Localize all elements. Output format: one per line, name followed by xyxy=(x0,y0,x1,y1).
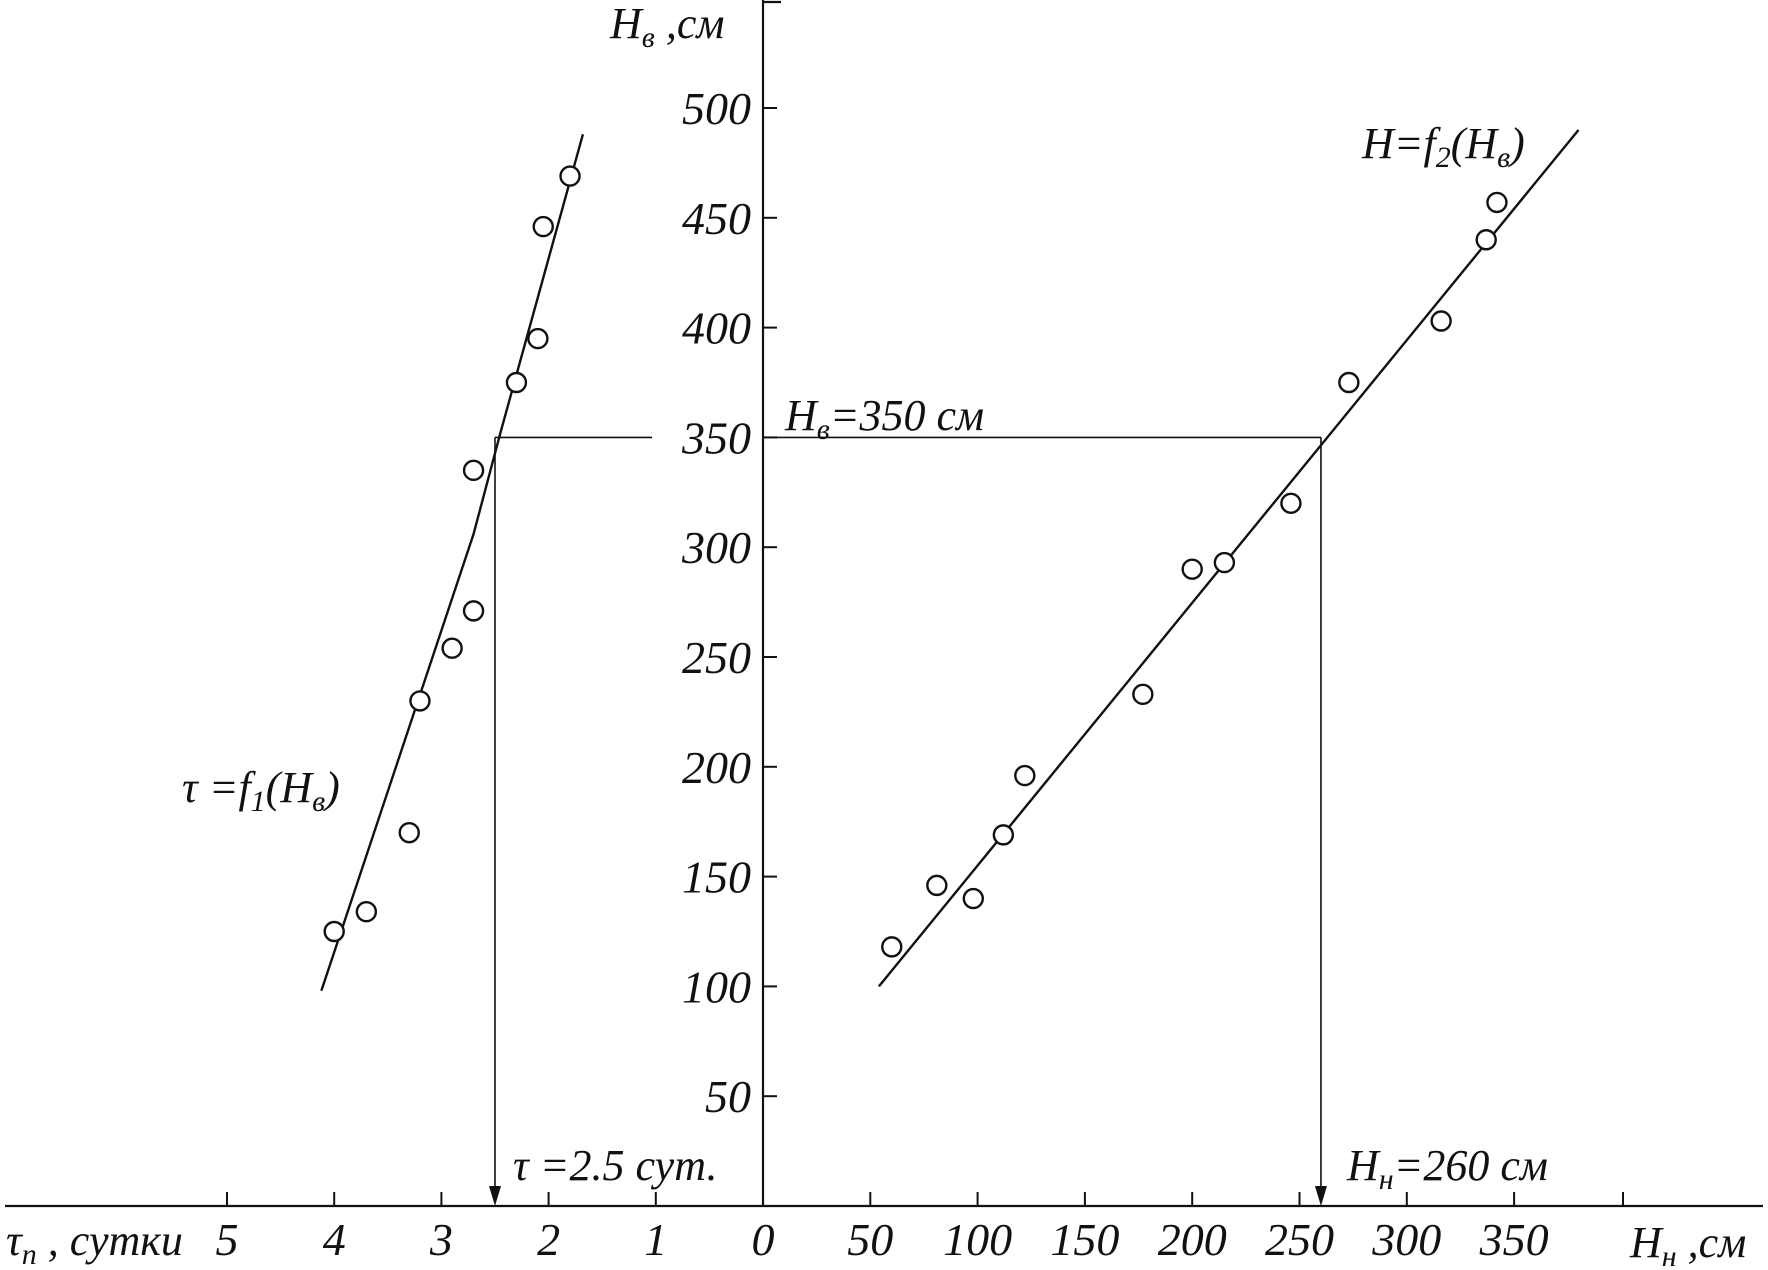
y-tick-label: 100 xyxy=(682,961,751,1012)
x-right-tick-label: 150 xyxy=(1050,1214,1119,1265)
x-right-axis-label-unit: ,см xyxy=(1677,1218,1747,1267)
series-label-2: H=f2(Hв) xyxy=(1361,119,1525,174)
data-point-series-1 xyxy=(559,165,581,187)
x-left-tick-label: 5 xyxy=(216,1214,239,1265)
x-left-tick-label: 2 xyxy=(537,1214,560,1265)
x-left-axis-label-unit: , сутки xyxy=(37,1216,183,1265)
y-tick-label: 350 xyxy=(681,412,751,463)
data-point-series-1 xyxy=(323,920,345,943)
x-left-axis-label-sub: n xyxy=(22,1238,37,1270)
y-axis-label-unit: ,см xyxy=(655,0,725,48)
x-left-tick-label: 1 xyxy=(644,1214,667,1265)
x-right-tick-label: 250 xyxy=(1265,1214,1334,1265)
y-axis-label-main: H xyxy=(609,0,644,48)
hn-arrowhead xyxy=(1314,1186,1327,1206)
data-point-series-2 xyxy=(1014,764,1036,787)
x-right-tick-label: 50 xyxy=(847,1214,893,1265)
hv-annotation-sub: в xyxy=(817,413,830,446)
series-label-sub2: в xyxy=(1497,141,1510,174)
y-tick-label: 500 xyxy=(682,83,751,134)
series-label-sub1: 2 xyxy=(1436,141,1451,174)
data-point-series-1 xyxy=(505,371,528,394)
data-point-series-2 xyxy=(1213,551,1236,574)
x-left-axis-label: τn , сутки xyxy=(6,1216,183,1270)
data-point-series-2 xyxy=(1132,683,1154,706)
data-point-series-2 xyxy=(1430,310,1452,332)
y-tick-label: 300 xyxy=(681,522,751,573)
y-tick-label: 250 xyxy=(682,632,751,683)
x-right-tick-label: 350 xyxy=(1479,1214,1549,1265)
x-right-axis-label-main: H xyxy=(1629,1218,1664,1267)
series-label-pre: τ =f xyxy=(182,763,256,812)
data-point-series-1 xyxy=(532,215,554,238)
y-tick-label: 400 xyxy=(682,303,751,354)
data-point-series-2 xyxy=(992,824,1015,846)
hv-annotation-main: H xyxy=(784,391,819,440)
hn-annotation-sub: н xyxy=(1379,1163,1394,1196)
tau-annotation: τ =2.5 сут. xyxy=(513,1141,718,1190)
y-tick-label: 200 xyxy=(682,742,751,793)
x-left-tick-label: 0 xyxy=(752,1214,775,1265)
hv-annotation-value: =350 см xyxy=(830,391,984,440)
data-point-series-2 xyxy=(1280,492,1302,514)
data-point-series-1 xyxy=(527,327,549,350)
data-point-series-2 xyxy=(926,874,948,897)
series-label-post: ) xyxy=(322,763,340,812)
x-left-tick-label: 3 xyxy=(429,1214,453,1265)
data-point-series-1 xyxy=(462,459,485,482)
data-point-series-1 xyxy=(462,600,485,622)
series-label-mid: (H xyxy=(266,763,315,812)
data-point-series-2 xyxy=(1486,191,1508,214)
x-right-tick-label: 200 xyxy=(1158,1214,1227,1265)
series-label-sub2: в xyxy=(312,785,325,818)
x-left-axis-label-main: τ xyxy=(6,1216,24,1265)
hn-annotation-main: H xyxy=(1346,1141,1381,1190)
fit-line-series-1 xyxy=(320,134,585,992)
series-label-mid: (H xyxy=(1451,119,1500,168)
data-point-series-2 xyxy=(1475,229,1497,251)
x-left-tick-label: 4 xyxy=(323,1214,346,1265)
hn-annotation-value: =260 см xyxy=(1394,1141,1548,1190)
x-right-tick-label: 300 xyxy=(1371,1214,1441,1265)
data-point-series-1 xyxy=(409,690,431,712)
data-point-series-2 xyxy=(881,936,903,958)
y-tick-label: 150 xyxy=(682,852,751,903)
series-label-pre: H=f xyxy=(1361,119,1441,168)
tau-arrowhead xyxy=(489,1186,501,1206)
data-point-series-1 xyxy=(355,901,378,923)
x-right-axis-label-sub: н xyxy=(1662,1240,1677,1270)
series-label-post: ) xyxy=(1507,119,1525,168)
hn-annotation: Hн=260 см xyxy=(1346,1141,1548,1196)
data-point-series-2 xyxy=(962,887,985,910)
y-tick-label: 450 xyxy=(682,193,751,244)
y-axis-label: Hв ,см xyxy=(609,0,724,54)
data-point-series-1 xyxy=(398,821,420,844)
y-axis-label-sub: в xyxy=(642,21,655,54)
hv-annotation: Hв=350 см xyxy=(784,391,984,446)
series-label-sub1: 1 xyxy=(251,785,266,818)
data-point-series-1 xyxy=(441,637,463,659)
series-label-1: τ =f1(Hв) xyxy=(182,763,340,818)
x-right-tick-label: 100 xyxy=(943,1214,1012,1265)
y-tick-label: 50 xyxy=(705,1071,751,1122)
x-right-axis-label: Hн ,см xyxy=(1629,1218,1746,1270)
data-point-series-2 xyxy=(1181,558,1203,580)
data-point-series-2 xyxy=(1338,371,1360,394)
